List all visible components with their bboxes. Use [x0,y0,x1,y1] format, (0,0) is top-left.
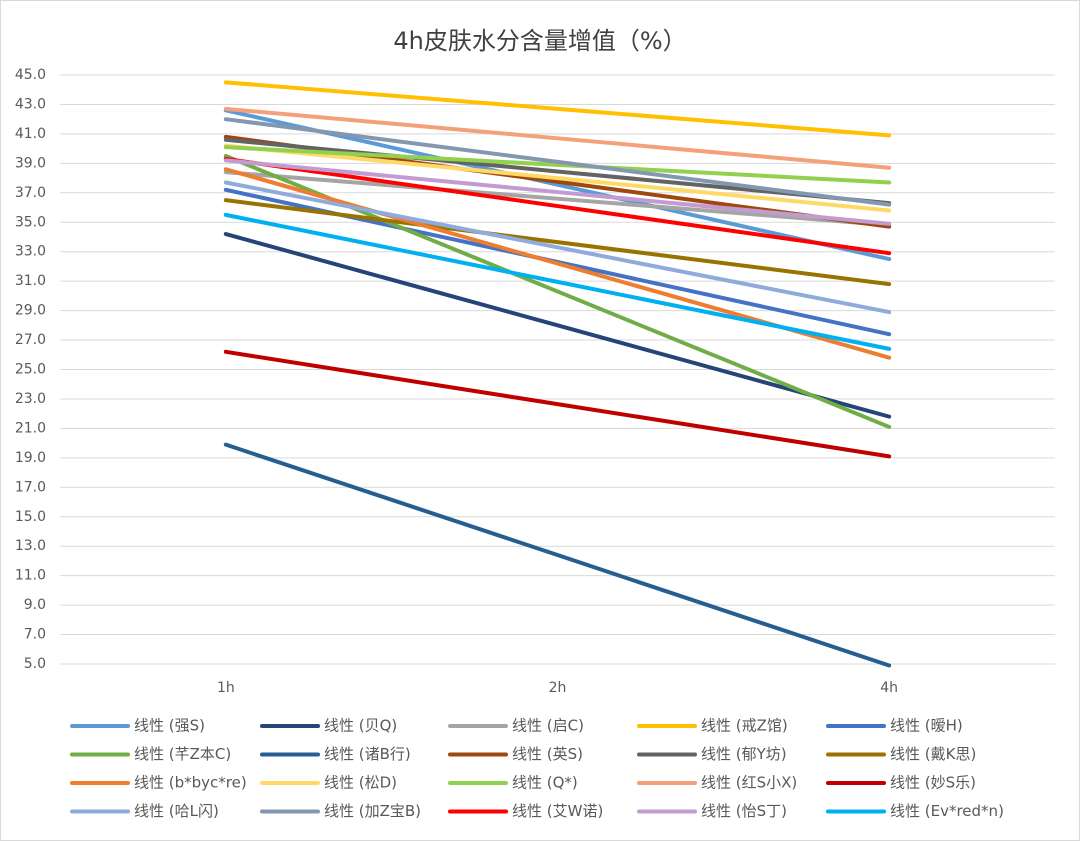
y-tick-label: 9.0 [24,597,46,613]
series-line [223,143,892,213]
y-tick-label: 5.0 [24,656,46,672]
legend-label: 线性 (强S) [134,717,205,735]
legend-label: 线性 (怡S丁) [701,802,787,820]
chart-title: 4h皮肤水分含量增值（%） [393,27,686,55]
legend-label: 线性 (暧H) [890,717,963,735]
legend-label: 线性 (启C) [512,717,584,735]
legend-label: 线性 (艾W诺) [512,802,603,820]
legend-label: 线性 (哈L闪) [134,802,219,820]
series-line [223,158,892,226]
y-tick-label: 31.0 [15,273,46,289]
series-line [223,156,892,256]
series-line [223,137,892,206]
legend-label: 线性 (英S) [512,745,583,763]
series-line [223,170,892,228]
legend-label: 线性 (Ev*red*n) [890,802,1004,820]
series-line [223,212,892,351]
y-tick-label: 41.0 [15,126,46,142]
series-line [223,145,892,185]
y-tick-label: 43.0 [15,96,46,112]
y-tick-label: 19.0 [15,450,46,466]
y-tick-label: 11.0 [15,568,46,584]
legend-label: 线性 (加Z宝B) [324,802,421,820]
x-tick-label: 2h [549,680,567,696]
series-line [223,180,892,315]
legend-label: 线性 (妙S乐) [890,774,976,792]
y-tick-label: 15.0 [15,509,46,525]
series-line [223,106,892,170]
y-tick-label: 17.0 [15,479,46,495]
legend-label: 线性 (松D) [324,774,397,792]
legend-label: 线性 (戴K思) [890,745,976,763]
y-tick-label: 39.0 [15,155,46,171]
x-tick-label: 4h [880,680,898,696]
series-line [223,349,892,459]
series-line [223,198,892,287]
y-tick-label: 13.0 [15,538,46,554]
series-line [223,117,892,207]
legend-label: 线性 (b*byc*re) [134,774,247,792]
legend-label: 线性 (Q*) [512,774,578,792]
y-tick-label: 7.0 [24,627,46,643]
series-line [223,232,892,419]
series-line [223,442,892,668]
legend-label: 线性 (戒Z馆) [701,717,788,735]
y-tick-label: 29.0 [15,303,46,319]
legend-label: 线性 (芊Z本C) [134,745,231,763]
y-tick-label: 33.0 [15,244,46,260]
y-tick-label: 37.0 [15,185,46,201]
y-tick-label: 45.0 [15,67,46,83]
series-line [223,80,892,138]
y-tick-label: 35.0 [15,214,46,230]
y-tick-label: 25.0 [15,362,46,378]
y-tick-label: 23.0 [15,391,46,407]
legend-label: 线性 (贝Q) [324,717,397,735]
y-tick-label: 27.0 [15,332,46,348]
y-tick-label: 21.0 [15,420,46,436]
x-tick-label: 1h [217,680,235,696]
legend-label: 线性 (郁Y坊) [701,745,787,763]
legend-label: 线性 (诸B行) [324,745,411,763]
legend-label: 线性 (红S小X) [701,774,797,792]
